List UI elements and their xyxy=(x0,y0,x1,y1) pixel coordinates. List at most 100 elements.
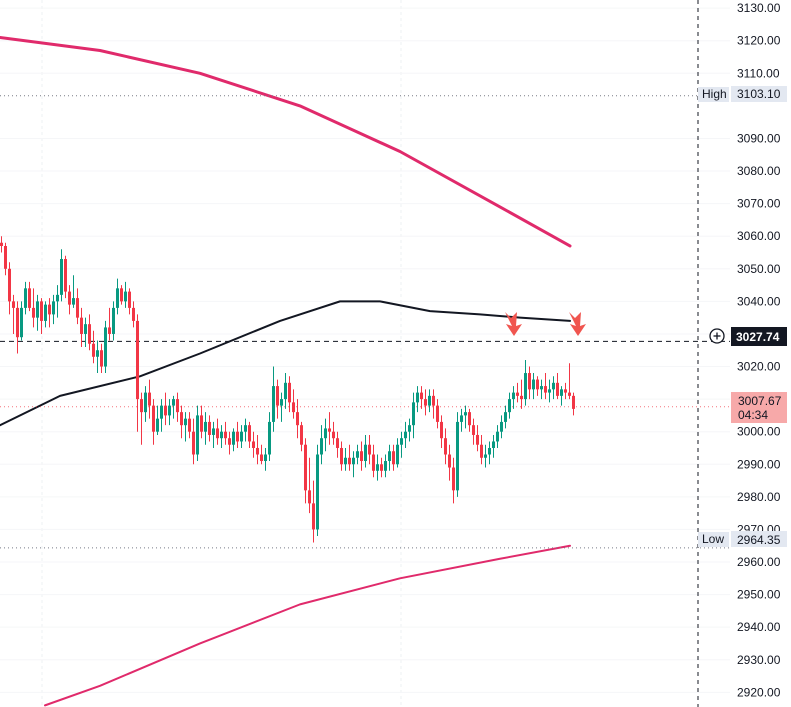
candle xyxy=(416,386,419,413)
candle xyxy=(464,405,467,429)
candle-body xyxy=(188,418,191,432)
candle xyxy=(168,399,171,426)
candle-body xyxy=(340,447,343,465)
candle-body xyxy=(304,444,307,491)
candle xyxy=(152,399,155,445)
candle-body xyxy=(200,415,203,432)
high-value: 3103.10 xyxy=(737,87,781,101)
candle xyxy=(328,412,331,445)
candle-body xyxy=(480,444,483,458)
candle-body xyxy=(448,454,451,468)
candle-body xyxy=(548,389,551,393)
candle-body xyxy=(60,259,63,295)
candle xyxy=(180,405,183,439)
candle-body xyxy=(280,399,283,406)
candle-body xyxy=(412,402,415,426)
candle-body xyxy=(404,431,407,439)
candle xyxy=(488,441,491,465)
candle-body xyxy=(484,454,487,458)
candle-body xyxy=(4,245,7,269)
candle xyxy=(364,434,367,468)
candle-body xyxy=(432,395,435,406)
candle xyxy=(564,382,567,400)
candle xyxy=(212,421,215,448)
candle-body xyxy=(124,291,127,302)
candle xyxy=(424,389,427,416)
candle xyxy=(36,294,39,331)
candle xyxy=(132,301,135,328)
candle xyxy=(136,314,139,432)
candle-body xyxy=(520,395,523,400)
candle-body xyxy=(356,451,359,458)
candle xyxy=(448,444,451,481)
candle xyxy=(460,408,463,432)
candle xyxy=(8,262,11,315)
candle-body xyxy=(212,428,215,435)
candle xyxy=(444,428,447,465)
candle xyxy=(96,340,99,374)
candle xyxy=(552,376,555,400)
lower-band-line xyxy=(44,544,571,707)
candle-body xyxy=(16,307,19,338)
candle-body xyxy=(292,402,295,413)
candle-body xyxy=(344,457,347,465)
candle-body xyxy=(196,415,199,455)
price-tick-label: 2940.00 xyxy=(737,620,781,634)
candle xyxy=(560,386,563,406)
candle-body xyxy=(52,301,55,315)
moving-average-line xyxy=(0,300,571,427)
candle-body xyxy=(264,454,267,462)
candle xyxy=(260,444,263,465)
candle xyxy=(468,408,471,432)
price-axis[interactable]: 3130.00 3120.00 3110.00 3090.00 3080.00 3070.… xyxy=(697,0,781,707)
candle xyxy=(500,415,503,439)
candle xyxy=(432,389,435,419)
price-tick-label: 2920.00 xyxy=(737,685,781,699)
candle-body xyxy=(100,350,103,367)
candle xyxy=(56,285,59,318)
candle xyxy=(368,434,371,465)
candle-body xyxy=(136,320,139,400)
candle-body xyxy=(436,405,439,422)
high-value-bg xyxy=(731,86,787,102)
candle-body xyxy=(44,304,47,321)
plus-circle-icon[interactable] xyxy=(709,328,725,344)
candle xyxy=(264,447,267,471)
candle xyxy=(400,431,403,458)
candle-body xyxy=(396,444,399,465)
candle xyxy=(216,418,219,445)
price-tick-label: 3070.00 xyxy=(737,197,781,211)
candle-body xyxy=(364,444,367,462)
candle-body xyxy=(80,317,83,334)
candle xyxy=(208,415,211,442)
candle xyxy=(344,447,347,471)
price-tick-label: 2960.00 xyxy=(737,555,781,569)
candle-body xyxy=(284,382,287,400)
candle-body xyxy=(420,392,423,400)
candle xyxy=(452,457,455,504)
candle-body xyxy=(24,288,27,308)
candle-body xyxy=(300,425,303,445)
candle-body xyxy=(352,457,355,465)
candle-body xyxy=(336,438,339,448)
candle-body xyxy=(32,307,35,318)
low-label-bg xyxy=(698,532,729,547)
candle-body xyxy=(468,412,471,426)
price-tick-label: 3050.00 xyxy=(737,262,781,276)
crosshair-badge[interactable]: 3027.74 xyxy=(709,327,787,346)
candle xyxy=(512,386,515,409)
low-value: 2964.35 xyxy=(737,533,781,547)
candle-body xyxy=(524,373,527,400)
candle xyxy=(436,399,439,429)
candle xyxy=(240,425,243,448)
down-arrow-marker xyxy=(505,311,522,336)
candle-body xyxy=(376,464,379,471)
candle-body xyxy=(452,467,455,491)
candle xyxy=(440,415,443,448)
candle xyxy=(84,317,87,347)
candle-body xyxy=(504,412,507,422)
candle xyxy=(528,366,531,400)
candle xyxy=(540,379,543,400)
candle xyxy=(32,288,35,328)
